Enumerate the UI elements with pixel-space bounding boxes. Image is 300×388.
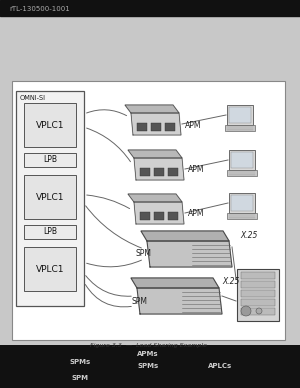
- Text: X.25: X.25: [240, 232, 257, 241]
- Bar: [225, 125, 255, 131]
- Polygon shape: [134, 202, 184, 224]
- Text: SPM: SPM: [136, 248, 152, 258]
- Text: LPB: LPB: [43, 156, 57, 165]
- Bar: [227, 213, 257, 219]
- Bar: [12, 81, 285, 340]
- Bar: [154, 212, 164, 220]
- Bar: [24, 175, 76, 219]
- FancyArrowPatch shape: [86, 206, 141, 248]
- Bar: [137, 123, 147, 131]
- Bar: [227, 105, 253, 125]
- Text: VPLC1: VPLC1: [36, 121, 64, 130]
- Bar: [165, 123, 175, 131]
- Bar: [231, 152, 253, 168]
- Bar: [229, 150, 255, 170]
- Circle shape: [256, 308, 262, 314]
- Polygon shape: [128, 150, 182, 158]
- Text: SPM: SPM: [132, 298, 148, 307]
- Bar: [229, 107, 251, 123]
- Bar: [231, 195, 253, 211]
- Polygon shape: [131, 278, 219, 288]
- Polygon shape: [131, 113, 181, 135]
- Bar: [24, 153, 76, 167]
- Polygon shape: [134, 158, 184, 180]
- Circle shape: [241, 306, 251, 316]
- Text: LPB: LPB: [43, 227, 57, 237]
- Bar: [140, 168, 150, 176]
- Bar: [241, 272, 275, 279]
- Bar: [24, 103, 76, 147]
- Bar: [229, 193, 255, 213]
- Bar: [24, 247, 76, 291]
- Bar: [227, 170, 257, 176]
- FancyArrowPatch shape: [87, 260, 142, 267]
- Polygon shape: [137, 288, 222, 314]
- Text: SPMs: SPMs: [137, 363, 159, 369]
- Polygon shape: [128, 194, 182, 202]
- Bar: [24, 225, 76, 239]
- Bar: [241, 299, 275, 306]
- FancyArrowPatch shape: [87, 195, 130, 209]
- Bar: [0, 345, 300, 388]
- FancyArrowPatch shape: [87, 110, 127, 116]
- Bar: [168, 168, 178, 176]
- Polygon shape: [141, 231, 229, 241]
- Bar: [154, 168, 164, 176]
- FancyArrowPatch shape: [86, 275, 131, 296]
- Text: SPM: SPM: [71, 375, 88, 381]
- Bar: [237, 269, 279, 321]
- Bar: [241, 281, 275, 288]
- Bar: [241, 290, 275, 297]
- Bar: [16, 91, 84, 306]
- Bar: [168, 212, 178, 220]
- Text: VPLC1: VPLC1: [36, 192, 64, 201]
- Text: rTL-130500-1001: rTL-130500-1001: [9, 5, 70, 12]
- Text: APLCs: APLCs: [208, 363, 232, 369]
- Text: APM: APM: [188, 210, 205, 218]
- Text: APM: APM: [188, 166, 205, 175]
- Text: X.25: X.25: [222, 277, 239, 286]
- Polygon shape: [125, 105, 179, 113]
- Bar: [140, 212, 150, 220]
- Text: Figure 3.3  —  Load Sharing Example: Figure 3.3 — Load Sharing Example: [89, 343, 206, 348]
- Bar: [241, 308, 275, 315]
- Text: APMs: APMs: [137, 351, 159, 357]
- Text: SPMs: SPMs: [69, 359, 91, 365]
- Text: APM: APM: [185, 121, 202, 130]
- Bar: [151, 123, 161, 131]
- Text: VPLC1: VPLC1: [36, 265, 64, 274]
- FancyArrowPatch shape: [87, 128, 130, 162]
- FancyArrowPatch shape: [85, 284, 131, 307]
- Polygon shape: [147, 241, 232, 267]
- Text: OMNI-SI: OMNI-SI: [20, 95, 46, 101]
